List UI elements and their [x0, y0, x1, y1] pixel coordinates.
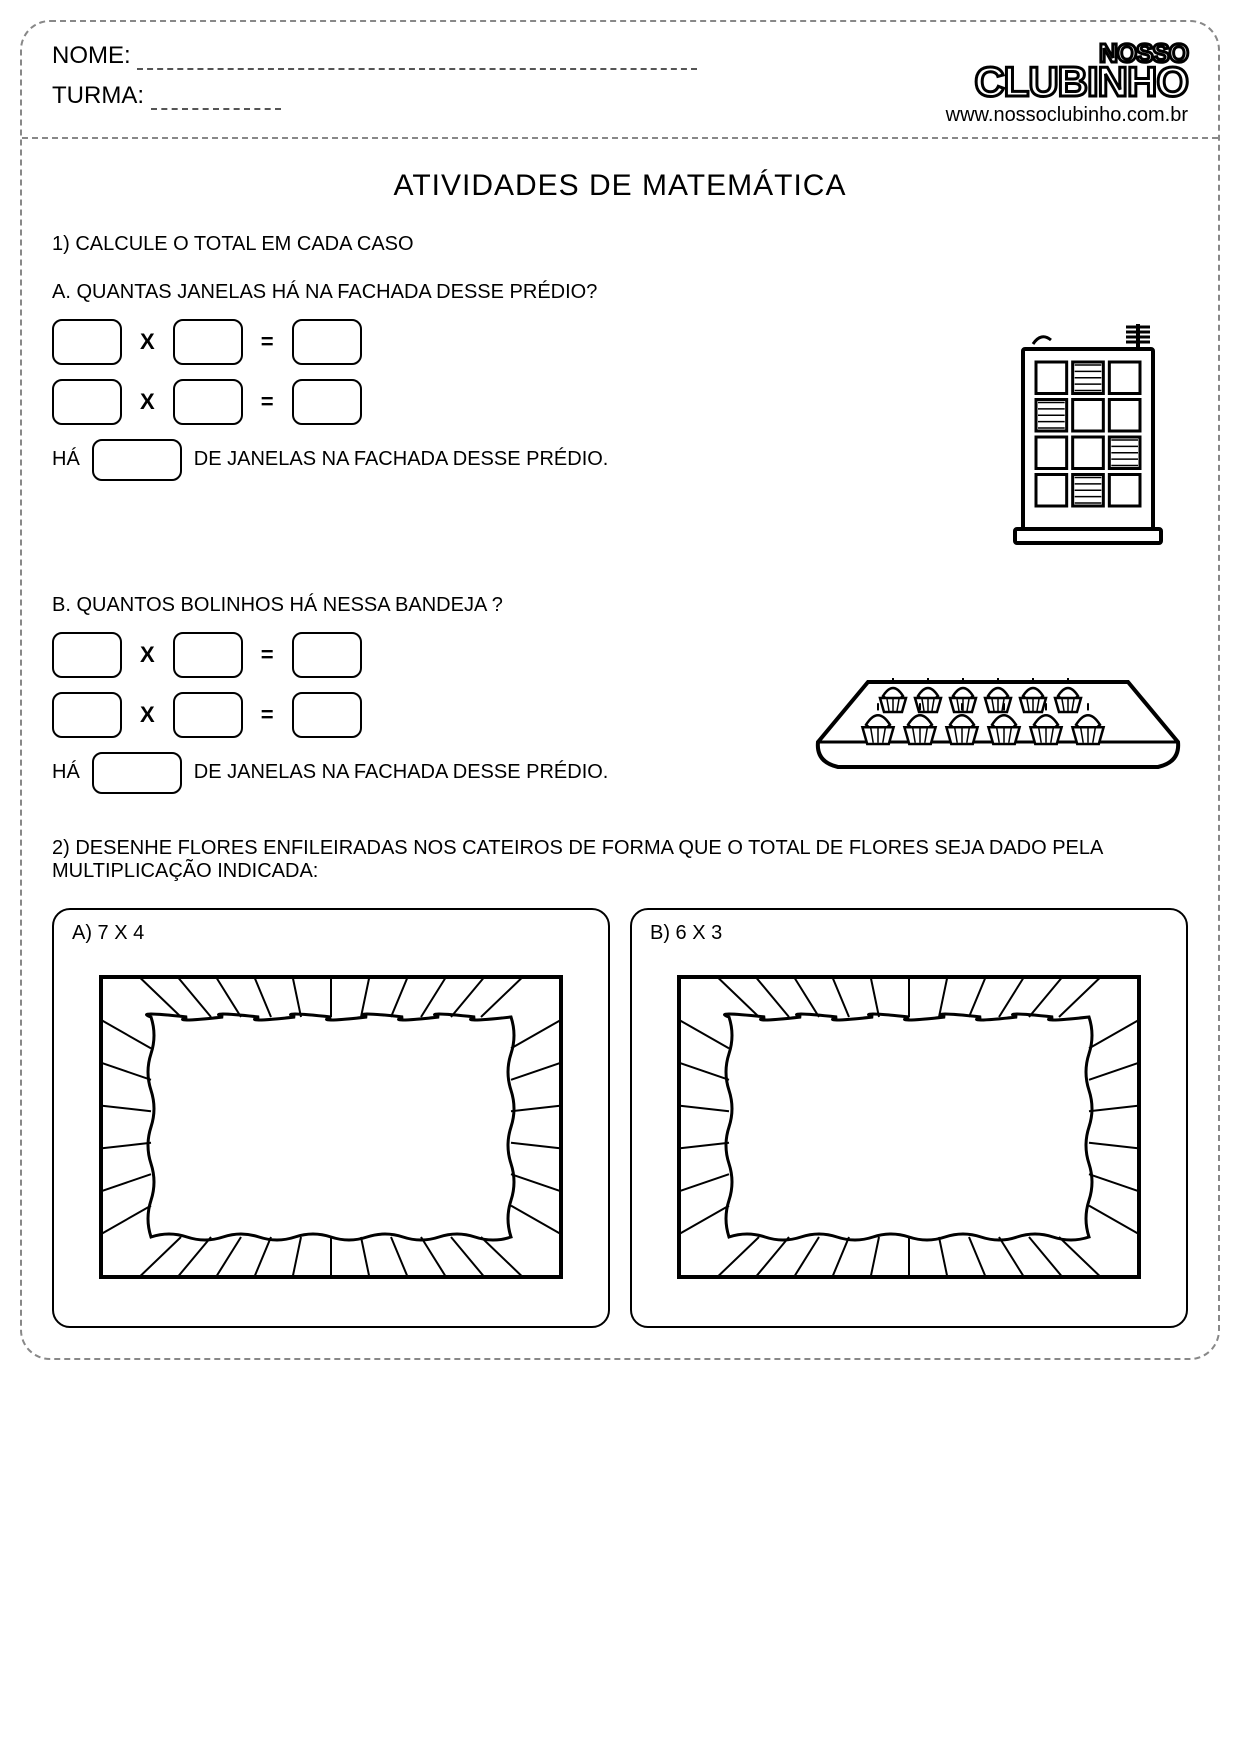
class-field-row: TURMA:: [52, 82, 946, 110]
header: NOME: TURMA: NOSSO CLUBINHO www.nossoclu…: [22, 22, 1218, 139]
q1b-illustration: [808, 632, 1188, 797]
logo-url: www.nossoclubinho.com.br: [946, 104, 1188, 127]
q2b-panel: B) 6 X 3: [630, 908, 1188, 1328]
answer-box[interactable]: [292, 692, 362, 738]
q1-instruction: 1) CALCULE O TOTAL EM CADA CASO: [52, 233, 1188, 256]
summary-prefix: HÁ: [52, 761, 80, 784]
answer-box[interactable]: [92, 752, 182, 794]
name-label: NOME:: [52, 42, 131, 70]
q2a-label: A) 7 X 4: [72, 922, 590, 945]
class-input-line[interactable]: [151, 90, 281, 110]
q1b-row: X = X = HÁ DE JANELAS NA FACHADA DESSE P…: [52, 632, 1188, 797]
q1a-row: X = X = HÁ DE JANELAS NA FACHADA DESSE P…: [52, 319, 1188, 554]
times-op: X: [140, 702, 155, 728]
equals-op: =: [261, 642, 274, 668]
times-op: X: [140, 642, 155, 668]
q2b-label: B) 6 X 3: [650, 922, 1168, 945]
times-op: X: [140, 389, 155, 415]
answer-box[interactable]: [52, 319, 122, 365]
building-icon: [988, 319, 1188, 549]
answer-box[interactable]: [292, 632, 362, 678]
q1a-eq2: X =: [52, 379, 948, 425]
q1b-prompt: B. QUANTOS BOLINHOS HÁ NESSA BANDEJA ?: [52, 594, 1188, 617]
cupcake-tray-icon: [808, 632, 1188, 792]
q1a-prompt: A. QUANTAS JANELAS HÁ NA FACHADA DESSE P…: [52, 281, 1188, 304]
main-title: ATIVIDADES DE MATEMÁTICA: [52, 169, 1188, 203]
planter-icon[interactable]: [650, 957, 1168, 1297]
answer-box[interactable]: [52, 692, 122, 738]
planter-icon[interactable]: [72, 957, 590, 1297]
answer-box[interactable]: [292, 379, 362, 425]
logo-text: NOSSO CLUBINHO: [946, 42, 1188, 100]
answer-box[interactable]: [173, 319, 243, 365]
q2-grid: A) 7 X 4 B) 6 X 3: [52, 908, 1188, 1328]
q1a-summary: HÁ DE JANELAS NA FACHADA DESSE PRÉDIO.: [52, 439, 948, 481]
equals-op: =: [261, 702, 274, 728]
answer-box[interactable]: [92, 439, 182, 481]
q2a-panel: A) 7 X 4: [52, 908, 610, 1328]
worksheet-frame: NOME: TURMA: NOSSO CLUBINHO www.nossoclu…: [20, 20, 1220, 1360]
q1a-equations: X = X = HÁ DE JANELAS NA FACHADA DESSE P…: [52, 319, 948, 481]
answer-box[interactable]: [292, 319, 362, 365]
q1b-eq2: X =: [52, 692, 768, 738]
summary-suffix: DE JANELAS NA FACHADA DESSE PRÉDIO.: [194, 761, 609, 784]
answer-box[interactable]: [173, 379, 243, 425]
answer-box[interactable]: [52, 632, 122, 678]
logo-main: CLUBINHO: [974, 58, 1188, 105]
summary-suffix: DE JANELAS NA FACHADA DESSE PRÉDIO.: [194, 448, 609, 471]
answer-box[interactable]: [52, 379, 122, 425]
body: ATIVIDADES DE MATEMÁTICA 1) CALCULE O TO…: [22, 139, 1218, 1358]
q1a-eq1: X =: [52, 319, 948, 365]
q1b-equations: X = X = HÁ DE JANELAS NA FACHADA DESSE P…: [52, 632, 768, 794]
answer-box[interactable]: [173, 632, 243, 678]
times-op: X: [140, 329, 155, 355]
logo: NOSSO CLUBINHO www.nossoclubinho.com.br: [946, 42, 1188, 127]
q1a-illustration: [988, 319, 1188, 554]
q1b-eq1: X =: [52, 632, 768, 678]
equals-op: =: [261, 389, 274, 415]
header-fields: NOME: TURMA:: [52, 42, 946, 122]
answer-box[interactable]: [173, 692, 243, 738]
q2-instruction: 2) DESENHE FLORES ENFILEIRADAS NOS CATEI…: [52, 837, 1188, 883]
summary-prefix: HÁ: [52, 448, 80, 471]
name-input-line[interactable]: [137, 50, 697, 70]
class-label: TURMA:: [52, 82, 144, 110]
name-field-row: NOME:: [52, 42, 946, 70]
q1b-summary: HÁ DE JANELAS NA FACHADA DESSE PRÉDIO.: [52, 752, 768, 794]
equals-op: =: [261, 329, 274, 355]
